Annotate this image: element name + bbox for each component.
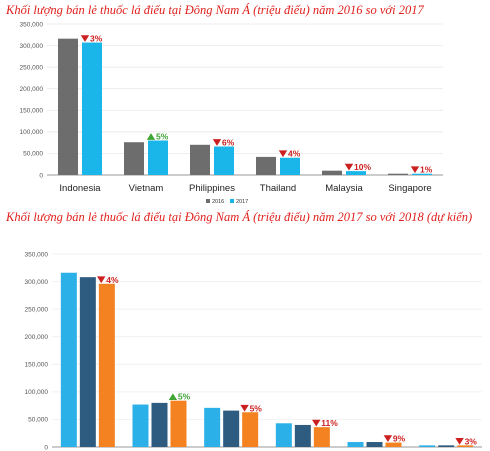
change-down-icon [383,435,393,442]
change-up-icon [146,133,156,140]
x-tick-label: Malaysia [325,183,363,194]
bar-series-2-thailand [294,424,311,447]
bar-series-3-philippines [242,412,259,447]
y-tick-label: 100,000 [25,389,49,396]
y-tick-label: 300,000 [20,43,44,50]
change-down-icon [240,404,249,412]
chart-title-2016-2017: Khối lượng bán lẻ thuốc lá điếu tại Đông… [6,3,424,17]
bar-series-1-philippines [204,407,221,447]
bar-2017-philippines [214,146,234,175]
change-label: 1% [420,165,433,175]
bar-2017-singapore [412,173,432,175]
y-tick-label: 250,000 [20,64,44,71]
bar-series-3-indonesia [98,283,115,447]
change-down-icon [312,419,321,427]
y-tick-label: 0 [39,172,43,179]
change-label: 4% [106,275,119,285]
bar-2016-vietnam [124,142,144,175]
bar-series-2-malaysia [366,442,383,447]
y-tick-label: 50,000 [28,417,48,424]
change-down-icon [455,437,464,445]
change-label: 5% [250,403,263,413]
y-tick-label: 0 [44,444,48,451]
change-label: 5% [178,392,191,402]
bar-2017-malaysia [346,171,366,175]
change-up-icon [168,393,178,401]
bar-2016-indonesia [58,38,78,175]
y-tick-label: 200,000 [20,86,44,93]
bar-series-1-vietnam [132,404,149,447]
bar-2016-thailand [256,156,276,175]
y-tick-label: 100,000 [20,129,44,136]
x-tick-label: Vietnam [129,183,164,194]
legend-swatch [206,199,210,203]
y-tick-label: 150,000 [25,362,49,369]
x-tick-label: Indonesia [59,183,101,194]
chart-2016-vs-2017: 0 50,000 100,000 150,000 200,000 250,000 300,0… [10,16,488,205]
change-label: 3% [90,34,103,44]
bar-series-1-thailand [275,423,292,447]
bar-series-1-malaysia [347,442,364,447]
y-tick-label: 250,000 [25,306,49,313]
bar-2017-indonesia [82,42,102,176]
x-tick-label: Thailand [260,183,296,194]
change-label: 10% [354,162,371,172]
legend-label: 2016 [212,199,224,205]
change-down-icon [80,35,90,42]
chart-title-2017-2018: Khối lượng bán lẻ thuốc lá điếu tại Đông… [6,210,473,224]
x-tick-label: Singapore [388,183,431,194]
bar-series-2-indonesia [79,277,96,447]
y-tick-label: 50,000 [23,151,43,158]
change-label: 5% [156,131,169,141]
bar-2016-singapore [388,173,408,175]
change-label: 6% [222,138,235,148]
legend-label: 2017 [236,199,248,205]
bar-series-3-vietnam [170,400,187,447]
change-label: 3% [465,436,478,446]
y-tick-label: 350,000 [20,21,44,28]
bar-series-3-thailand [313,427,330,447]
x-tick-label: Philippines [189,183,235,194]
bar-2016-malaysia [322,170,342,175]
change-down-icon [212,139,222,146]
bar-2016-philippines [190,144,210,175]
bar-series-1-indonesia [60,272,77,447]
bar-series-2-singapore [438,445,455,447]
change-label: 11% [321,418,338,428]
bar-series-2-vietnam [151,402,168,447]
y-tick-label: 200,000 [25,334,49,341]
legend-swatch [230,199,234,203]
bar-2017-thailand [280,157,300,175]
y-tick-label: 350,000 [25,251,49,258]
y-tick-label: 150,000 [20,108,44,115]
change-down-icon [410,166,420,174]
change-down-icon [97,276,106,284]
change-down-icon [344,163,354,171]
change-label: 4% [288,149,301,159]
change-down-icon [278,150,288,158]
bar-series-3-singapore [457,445,474,447]
change-label: 9% [393,434,406,444]
bar-series-1-singapore [419,445,436,447]
bar-series-2-philippines [223,410,240,447]
bar-2017-vietnam [148,140,168,175]
y-tick-label: 300,000 [25,279,49,286]
bar-series-3-malaysia [385,442,402,447]
